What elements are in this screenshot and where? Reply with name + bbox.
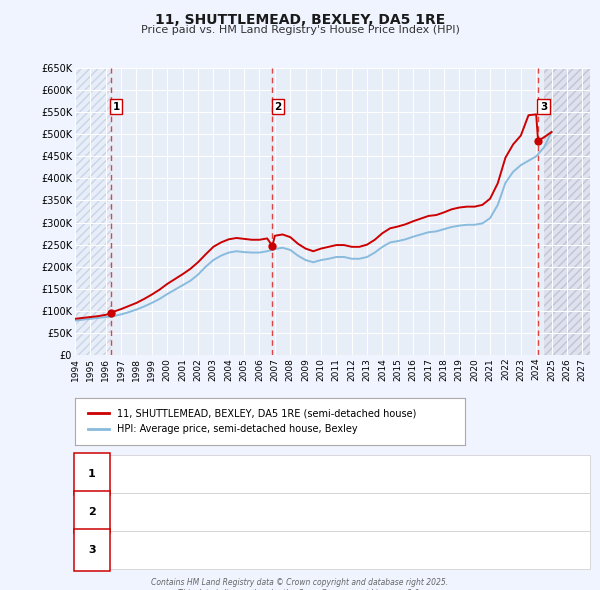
- Text: 3: 3: [540, 101, 547, 112]
- Bar: [544, 68, 590, 355]
- Bar: [544, 68, 590, 355]
- Text: 4% ↑ HPI: 4% ↑ HPI: [447, 507, 501, 517]
- Legend: 11, SHUTTLEMEAD, BEXLEY, DA5 1RE (semi-detached house), HPI: Average price, semi: 11, SHUTTLEMEAD, BEXLEY, DA5 1RE (semi-d…: [84, 405, 420, 438]
- Text: £94,500: £94,500: [310, 469, 356, 479]
- Text: 16% ↑ HPI: 16% ↑ HPI: [447, 469, 508, 479]
- Text: This data is licensed under the Open Government Licence v3.0.: This data is licensed under the Open Gov…: [178, 589, 422, 590]
- Text: 11, SHUTTLEMEAD, BEXLEY, DA5 1RE: 11, SHUTTLEMEAD, BEXLEY, DA5 1RE: [155, 13, 445, 27]
- Text: 3: 3: [88, 545, 95, 555]
- Text: Price paid vs. HM Land Registry's House Price Index (HPI): Price paid vs. HM Land Registry's House …: [140, 25, 460, 35]
- Text: 2: 2: [88, 507, 95, 517]
- Text: 03-NOV-2006: 03-NOV-2006: [120, 507, 194, 517]
- Text: £247,000: £247,000: [306, 507, 360, 517]
- Text: 4% ↓ HPI: 4% ↓ HPI: [447, 545, 501, 555]
- Text: Contains HM Land Registry data © Crown copyright and database right 2025.: Contains HM Land Registry data © Crown c…: [151, 578, 449, 587]
- Bar: [75, 68, 110, 355]
- Text: £485,000: £485,000: [306, 545, 360, 555]
- Text: 1: 1: [88, 469, 95, 479]
- Text: 1: 1: [113, 101, 120, 112]
- Text: 26-APR-1996: 26-APR-1996: [120, 469, 194, 479]
- Text: 16-FEB-2024: 16-FEB-2024: [120, 545, 194, 555]
- Text: 2: 2: [274, 101, 281, 112]
